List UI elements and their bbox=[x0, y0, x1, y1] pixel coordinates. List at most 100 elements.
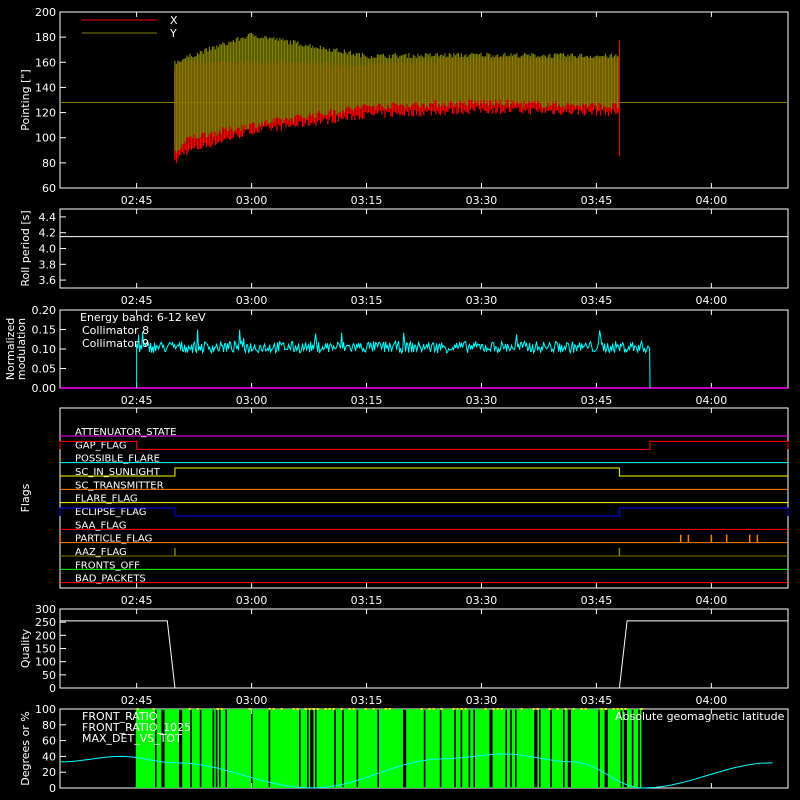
flag-label: SC_TRANSMITTER bbox=[75, 480, 164, 491]
pointing-ytick-label: 60 bbox=[42, 182, 56, 195]
modulation-ytick-label: 0.15 bbox=[32, 324, 57, 337]
modulation-xtick-label: 03:00 bbox=[236, 394, 268, 407]
pointing-xtick-label: 03:00 bbox=[236, 194, 268, 207]
flags-xtick-label: 04:00 bbox=[696, 594, 728, 607]
flag-line bbox=[59, 507, 789, 517]
roll_period-xtick-label: 03:15 bbox=[351, 294, 383, 307]
pointing-xtick-label: 03:15 bbox=[351, 194, 383, 207]
quality-xtick-label: 03:30 bbox=[466, 694, 498, 707]
flag-label: ECLIPSE_FLAG bbox=[75, 507, 146, 518]
ratios-legend-label: MAX_DET_VS_TOT bbox=[82, 732, 182, 745]
flag-line bbox=[60, 467, 788, 477]
ratios-ytick-label: 80 bbox=[42, 719, 56, 732]
pointing-xtick-label: 04:00 bbox=[696, 194, 728, 207]
flag-label: AAZ_FLAG bbox=[75, 547, 127, 558]
quality-line bbox=[60, 620, 788, 689]
roll_period-xtick-label: 02:45 bbox=[121, 294, 153, 307]
geomag-latitude-line bbox=[59, 753, 773, 789]
flag-label: FLARE_FLAG bbox=[75, 494, 138, 505]
flags-ylabel: Flags bbox=[19, 483, 32, 512]
ratios-ytick-label: 40 bbox=[42, 750, 56, 763]
roll_period-xtick-label: 03:00 bbox=[236, 294, 268, 307]
pointing-xtick-label: 03:45 bbox=[581, 194, 613, 207]
flag-label: BAD_PACKETS bbox=[75, 574, 146, 585]
roll_period-ytick-label: 4.4 bbox=[39, 211, 57, 224]
flag-label: POSSIBLE_FLARE bbox=[75, 454, 160, 465]
flags-xtick-label: 03:15 bbox=[351, 594, 383, 607]
quality-ytick-label: 150 bbox=[35, 643, 56, 656]
quality-ytick-label: 100 bbox=[35, 656, 56, 669]
quality-xtick-label: 02:45 bbox=[121, 694, 153, 707]
quality-xtick-label: 04:00 bbox=[696, 694, 728, 707]
pointing-ytick-label: 160 bbox=[35, 56, 56, 69]
modulation-ytick-label: 0.20 bbox=[32, 304, 57, 317]
flag-line bbox=[59, 440, 789, 450]
modulation-annotation: Energy band: 6-12 keV bbox=[80, 311, 206, 324]
modulation-xtick-label: 03:15 bbox=[351, 394, 383, 407]
modulation-xtick-label: 03:45 bbox=[581, 394, 613, 407]
roll_period-ytick-label: 4.0 bbox=[39, 243, 57, 256]
ratios-right-legend: Absolute geomagnetic latitude bbox=[615, 710, 785, 723]
pointing-legend-label: Y bbox=[169, 27, 177, 40]
quality-ylabel: Quality bbox=[19, 628, 32, 668]
flags-xtick-label: 03:30 bbox=[466, 594, 498, 607]
flags-frame bbox=[59, 407, 789, 589]
flags-xtick-label: 03:00 bbox=[236, 594, 268, 607]
pointing-ytick-label: 180 bbox=[35, 31, 56, 44]
ratios-legend-label: FRONT_RATIO bbox=[82, 710, 158, 723]
roll_period-ytick-label: 3.6 bbox=[39, 274, 57, 287]
pointing-ytick-label: 80 bbox=[42, 157, 56, 170]
pointing-series-y bbox=[174, 32, 620, 153]
quality-ytick-label: 200 bbox=[35, 629, 56, 642]
roll_period-xtick-label: 03:45 bbox=[581, 294, 613, 307]
flag-label: ATTENUATOR_STATE bbox=[75, 427, 176, 438]
front-ratio-1025-bars bbox=[135, 709, 642, 788]
pointing-xtick-label: 03:30 bbox=[466, 194, 498, 207]
quality-ytick-label: 50 bbox=[42, 669, 56, 682]
modulation-xtick-label: 02:45 bbox=[121, 394, 153, 407]
flag-label: GAP_FLAG bbox=[75, 440, 127, 451]
pointing-ytick-label: 140 bbox=[35, 81, 56, 94]
pointing-ytick-label: 200 bbox=[35, 6, 56, 19]
ratios-frame bbox=[59, 708, 789, 789]
modulation-ylabel: Normalized bbox=[4, 318, 17, 380]
modulation-ytick-label: 0.05 bbox=[32, 363, 57, 376]
quality-xtick-label: 03:45 bbox=[581, 694, 613, 707]
roll_period-xtick-label: 03:30 bbox=[466, 294, 498, 307]
quality-ytick-label: 300 bbox=[35, 603, 56, 616]
quality-xtick-label: 03:00 bbox=[236, 694, 268, 707]
ratios-ytick-label: 20 bbox=[42, 766, 56, 779]
modulation-legend-label: Collimator 8 bbox=[82, 324, 149, 337]
flag-label: FRONTS_OFF bbox=[75, 560, 140, 571]
pointing-xtick-label: 02:45 bbox=[121, 194, 153, 207]
modulation-ylabel: modulation bbox=[15, 318, 28, 380]
flags-xtick-label: 03:45 bbox=[581, 594, 613, 607]
modulation-xtick-label: 03:30 bbox=[466, 394, 498, 407]
pointing-legend-label: X bbox=[170, 14, 178, 27]
flag-label: PARTICLE_FLAG bbox=[75, 534, 152, 545]
quality-ytick-label: 250 bbox=[35, 616, 56, 629]
flags-xtick-label: 02:45 bbox=[121, 594, 153, 607]
ratios-ytick-label: 0 bbox=[49, 782, 56, 795]
flag-label: SC_IN_SUNLIGHT bbox=[75, 467, 161, 478]
roll_period-xtick-label: 04:00 bbox=[696, 294, 728, 307]
roll_period-ytick-label: 3.8 bbox=[39, 258, 57, 271]
quality-ytick-label: 0 bbox=[49, 682, 56, 695]
ratios-ytick-label: 60 bbox=[42, 735, 56, 748]
roll_period-ytick-label: 4.2 bbox=[39, 227, 57, 240]
flag-label: SAA_FLAG bbox=[75, 520, 126, 531]
ratios-legend-label: FRONT_RATIO_1025 bbox=[82, 721, 191, 734]
pointing-ytick-label: 100 bbox=[35, 132, 56, 145]
collimator-8-line bbox=[136, 329, 651, 389]
modulation-legend-label: Collimator 9 bbox=[82, 337, 149, 350]
ratios-ytick-label: 100 bbox=[35, 703, 56, 716]
quality-xtick-label: 03:15 bbox=[351, 694, 383, 707]
modulation-xtick-label: 04:00 bbox=[696, 394, 728, 407]
pointing-ytick-label: 120 bbox=[35, 107, 56, 120]
ratios-ylabel: Degrees or % bbox=[19, 711, 32, 785]
modulation-ytick-label: 0.00 bbox=[32, 382, 57, 395]
pointing-frame bbox=[59, 11, 789, 189]
roll_period-ylabel: Roll period [s] bbox=[19, 210, 32, 286]
